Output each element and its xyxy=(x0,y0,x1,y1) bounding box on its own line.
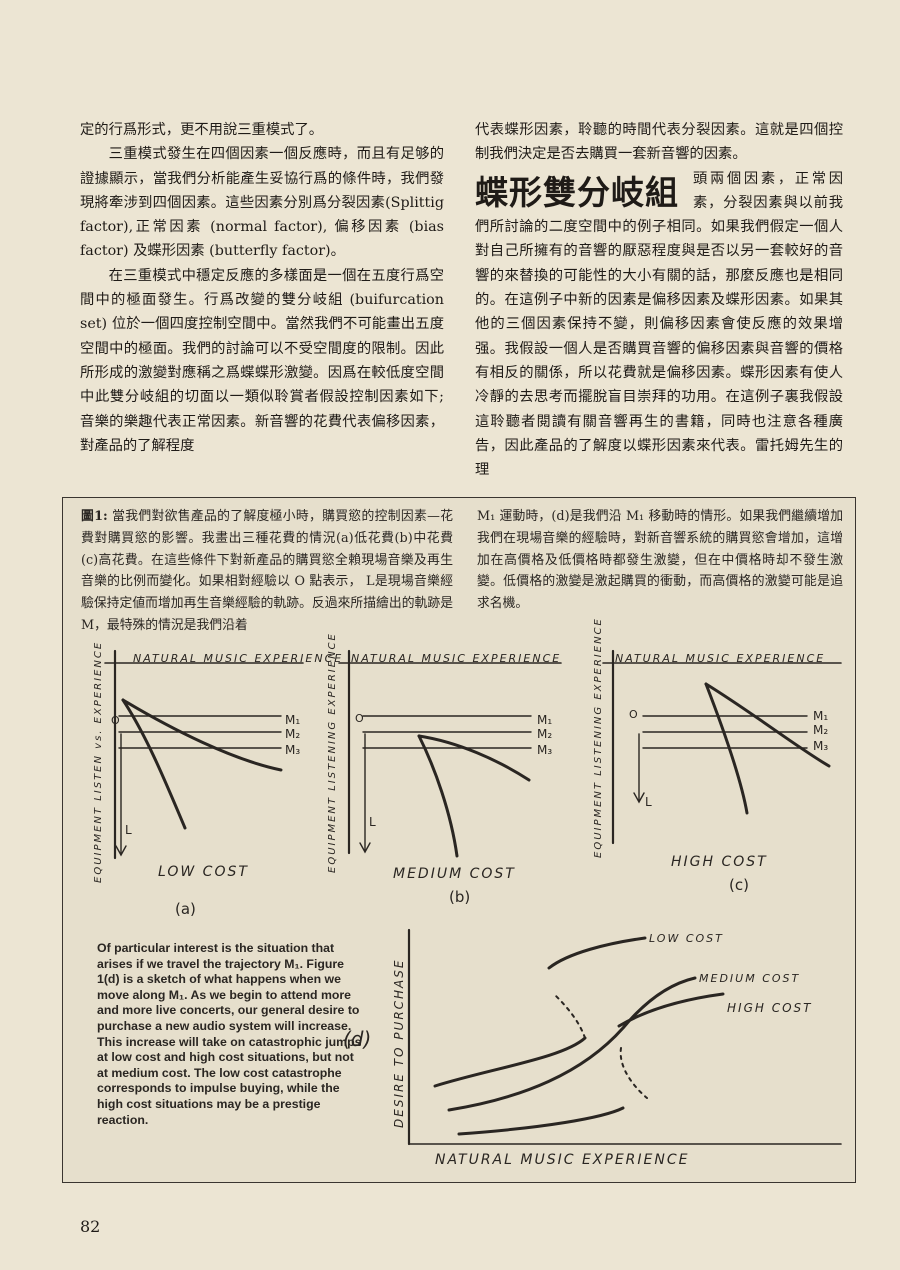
plot-c-m3-label: M₃ xyxy=(813,739,828,753)
figure-caption-right: M₁ 運動時，(d)是我們沿 M₁ 移動時的情形。如果我們繼續增加我們在現場音樂… xyxy=(477,509,843,612)
plot-d-y-label: DESIRE TO PURCHASE xyxy=(392,959,406,1128)
plot-d-x-label: NATURAL MUSIC EXPERIENCE xyxy=(435,1152,689,1168)
plot-a-title: LOW COST xyxy=(158,864,249,880)
plot-d-high-upper xyxy=(617,992,725,1028)
plot-a-l-label: L xyxy=(125,823,132,837)
page-number: 82 xyxy=(80,1217,101,1236)
figure-plots: NATURAL MUSIC EXPERIENCE EQUIPMENT LISTE… xyxy=(93,617,842,1168)
figure-caption-left: 圖1: 當我們對欲售產品的了解度極小時，購買慾的控制因素—花費對購買慾的影響。我… xyxy=(81,506,453,637)
plot-b-fold-upper xyxy=(417,734,531,782)
right-paragraph-1: 代表蝶形因素，聆聽的時間代表分裂因素。這就是四個控制我們決定是否去購買一套新音響… xyxy=(475,122,843,163)
plot-a-l-arrowhead xyxy=(115,845,127,857)
plot-c-x-label: NATURAL MUSIC EXPERIENCE xyxy=(615,652,825,665)
plot-d-high-lower xyxy=(457,1106,625,1136)
left-paragraph-3: 在三重模式中穩定反應的多樣面是一個在五度行爲空間中的極面發生。行爲改變的雙分岐組… xyxy=(80,267,444,454)
plot-c-y-label: EQUIPMENT LISTENING EXPERIENCE xyxy=(593,617,604,858)
plot-a-m2-label: M₂ xyxy=(285,727,300,741)
plot-b-m3-label: M₃ xyxy=(537,743,552,757)
plot-b-tag: (b) xyxy=(449,888,470,906)
plot-c-fold-upper xyxy=(704,682,831,768)
english-caption: Of particular interest is the situation … xyxy=(97,941,362,1127)
plot-a-origin: O xyxy=(111,714,120,727)
plot-d-tag: (d) xyxy=(343,1027,371,1051)
plot-a-fold-upper xyxy=(121,698,283,772)
plot-b-x-label: NATURAL MUSIC EXPERIENCE xyxy=(351,652,561,665)
plot-c-title: HIGH COST xyxy=(671,854,768,870)
plot-b-l-label: L xyxy=(369,815,376,829)
plot-d-low-upper xyxy=(547,936,647,970)
plot-d-high-label: HIGH COST xyxy=(727,1001,812,1015)
plot-c-m1-label: M₁ xyxy=(813,709,828,723)
section-heading: 蝶形雙分岐組 xyxy=(475,172,679,212)
plot-b-fold-lower xyxy=(417,734,459,858)
left-paragraph-1: 定的行爲形式，更不用說三重模式了。 xyxy=(80,122,324,138)
figure-caption-left-text: 當我們對欲售產品的了解度極小時，購買慾的控制因素—花費對購買慾的影響。我畫出三種… xyxy=(81,509,453,633)
plot-a-tag: (a) xyxy=(175,900,196,918)
plot-a-fold-lower xyxy=(121,698,187,830)
plot-b-m1-label: M₁ xyxy=(537,713,552,727)
left-column: 定的行爲形式，更不用說三重模式了。 三重模式發生在四個因素一個反應時，而且有足够… xyxy=(80,118,444,458)
plot-a: NATURAL MUSIC EXPERIENCE EQUIPMENT LISTE… xyxy=(93,641,343,918)
left-paragraph-2: 三重模式發生在四個因素一個反應時，而且有足够的證據顯示，當我們分析能產生妥協行爲… xyxy=(80,146,444,260)
plot-b-origin: O xyxy=(355,712,364,725)
plot-d-medium-label: MEDIUM COST xyxy=(699,972,800,985)
plot-d-medium-curve xyxy=(447,976,697,1112)
plot-a-y-label: EQUIPMENT LISTEN vs. EXPERIENCE xyxy=(93,641,104,883)
plot-c-fold-lower xyxy=(704,682,749,815)
plot-c-l-label: L xyxy=(645,795,652,809)
right-paragraph-2: 頭兩個因素，正常因素，分裂因素與以前我們所討論的二度空間中的例子相同。如果我們假… xyxy=(475,170,843,479)
plot-d-high-unstable xyxy=(619,1047,648,1099)
plot-b-y-label: EQUIPMENT LISTENING EXPERIENCE xyxy=(327,632,338,873)
plot-a-x-label: NATURAL MUSIC EXPERIENCE xyxy=(133,652,343,665)
plot-c-tag: (c) xyxy=(729,876,749,894)
figure-box: 圖1: 當我們對欲售產品的了解度極小時，購買慾的控制因素—花費對購買慾的影響。我… xyxy=(62,497,856,1183)
plot-b-l-arrowhead xyxy=(359,842,371,854)
plot-b-m2-label: M₂ xyxy=(537,727,552,741)
plot-d-low-unstable xyxy=(552,992,586,1039)
plot-d-low-label: LOW COST xyxy=(649,932,724,945)
plot-c-origin: O xyxy=(629,708,638,721)
plot-a-m1-label: M₁ xyxy=(285,713,300,727)
plot-b: NATURAL MUSIC EXPERIENCE EQUIPMENT LISTE… xyxy=(327,632,562,906)
plot-c-m2-label: M₂ xyxy=(813,723,828,737)
plot-c-l-arrowhead xyxy=(633,792,645,804)
plot-a-m3-label: M₃ xyxy=(285,743,300,757)
figure-label: 圖1: xyxy=(81,509,108,524)
plot-d-low-lower xyxy=(433,1036,587,1088)
right-column: 代表蝶形因素，聆聽的時間代表分裂因素。這就是四個控制我們決定是否去購買一套新音響… xyxy=(475,118,843,482)
plot-d: DESIRE TO PURCHASE NATURAL MUSIC EXPERIE… xyxy=(343,928,842,1168)
plot-c: NATURAL MUSIC EXPERIENCE EQUIPMENT LISTE… xyxy=(593,617,842,894)
plot-b-title: MEDIUM COST xyxy=(393,866,516,882)
